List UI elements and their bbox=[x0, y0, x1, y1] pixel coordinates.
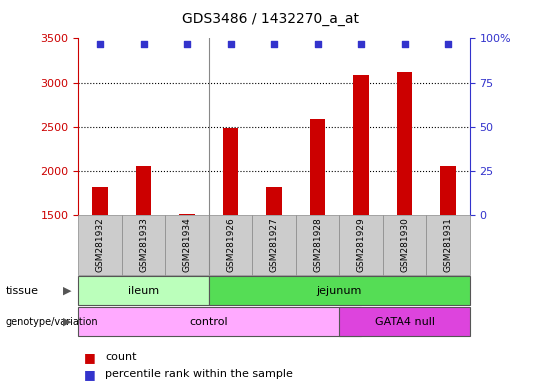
Text: GSM281930: GSM281930 bbox=[400, 217, 409, 272]
Text: jejunum: jejunum bbox=[316, 286, 362, 296]
Point bbox=[400, 41, 409, 47]
Text: ▶: ▶ bbox=[63, 286, 72, 296]
Bar bbox=[310, 119, 325, 215]
Bar bbox=[165, 215, 209, 275]
Point bbox=[313, 41, 322, 47]
Bar bbox=[122, 215, 165, 275]
Text: GATA4 null: GATA4 null bbox=[375, 316, 435, 327]
Bar bbox=[339, 215, 383, 275]
Bar bbox=[209, 215, 252, 275]
Point bbox=[357, 41, 366, 47]
Text: GSM281933: GSM281933 bbox=[139, 217, 148, 272]
Bar bbox=[223, 127, 238, 215]
Point bbox=[226, 41, 235, 47]
Bar bbox=[397, 72, 412, 215]
Bar bbox=[179, 214, 194, 215]
Point bbox=[183, 41, 191, 47]
Point bbox=[270, 41, 279, 47]
Text: GSM281928: GSM281928 bbox=[313, 217, 322, 271]
Bar bbox=[266, 187, 282, 215]
Point bbox=[96, 41, 104, 47]
Text: ileum: ileum bbox=[128, 286, 159, 296]
Text: control: control bbox=[190, 316, 228, 327]
Bar bbox=[78, 276, 209, 305]
Point bbox=[444, 41, 453, 47]
Bar bbox=[383, 215, 426, 275]
Text: percentile rank within the sample: percentile rank within the sample bbox=[105, 369, 293, 379]
Text: GSM281932: GSM281932 bbox=[96, 217, 105, 271]
Text: GDS3486 / 1432270_a_at: GDS3486 / 1432270_a_at bbox=[181, 12, 359, 25]
Text: ▶: ▶ bbox=[63, 316, 72, 327]
Bar bbox=[252, 215, 296, 275]
Text: tissue: tissue bbox=[5, 286, 38, 296]
Text: ■: ■ bbox=[84, 368, 96, 381]
Text: GSM281926: GSM281926 bbox=[226, 217, 235, 271]
Text: GSM281927: GSM281927 bbox=[269, 217, 279, 271]
Bar bbox=[354, 74, 369, 215]
Bar bbox=[426, 215, 470, 275]
Text: GSM281929: GSM281929 bbox=[356, 217, 366, 271]
Text: GSM281934: GSM281934 bbox=[183, 217, 192, 271]
Bar bbox=[441, 167, 456, 215]
Bar bbox=[209, 276, 470, 305]
Bar bbox=[78, 307, 361, 336]
Text: count: count bbox=[105, 352, 137, 362]
Text: genotype/variation: genotype/variation bbox=[5, 316, 98, 327]
Text: GSM281931: GSM281931 bbox=[443, 217, 453, 272]
Bar bbox=[92, 187, 107, 215]
Bar bbox=[296, 215, 339, 275]
Text: ■: ■ bbox=[84, 351, 96, 364]
Bar bbox=[339, 307, 470, 336]
Bar bbox=[78, 215, 122, 275]
Point bbox=[139, 41, 148, 47]
Bar bbox=[136, 167, 151, 215]
